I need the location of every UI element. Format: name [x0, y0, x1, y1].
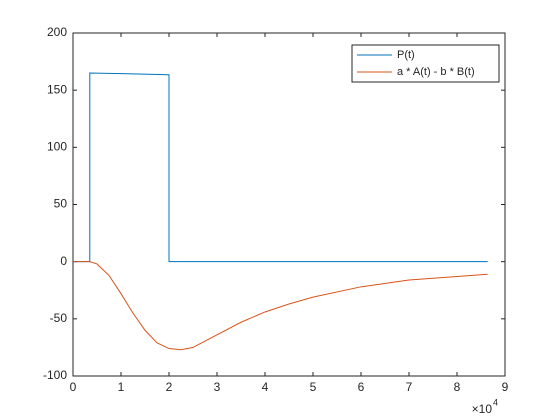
x-multiplier-exponent: 4 — [493, 397, 498, 407]
x-tick-label: 0 — [70, 380, 77, 394]
x-multiplier: ×10 — [472, 402, 493, 416]
plot-area — [72, 32, 506, 377]
y-tick-label: 150 — [47, 82, 67, 96]
y-tick-label: 0 — [60, 254, 67, 268]
legend-label: a * A(t) - b * B(t) — [397, 66, 475, 78]
x-tick-label: 7 — [406, 380, 413, 394]
x-tick-label: 6 — [358, 380, 365, 394]
x-tick-label: 3 — [214, 380, 221, 394]
x-tick-label: 8 — [454, 380, 461, 394]
x-tick-label: 2 — [166, 380, 173, 394]
series-line — [73, 72, 488, 263]
y-tick-label: 200 — [47, 25, 67, 39]
x-tick-label: 5 — [310, 380, 317, 394]
legend-box — [351, 44, 500, 83]
legend: P(t) a * A(t) - b * B(t) — [351, 44, 500, 83]
y-tick-label: 100 — [47, 140, 67, 154]
legend-label: P(t) — [397, 49, 415, 61]
y-tick-label: -50 — [50, 311, 68, 325]
y-tick-label: -100 — [43, 368, 67, 382]
x-tick-label: 1 — [118, 380, 125, 394]
x-tick-label: 4 — [262, 380, 269, 394]
series-line — [73, 261, 488, 351]
x-tick-label: 9 — [502, 380, 509, 394]
y-tick-label: 50 — [54, 197, 68, 211]
